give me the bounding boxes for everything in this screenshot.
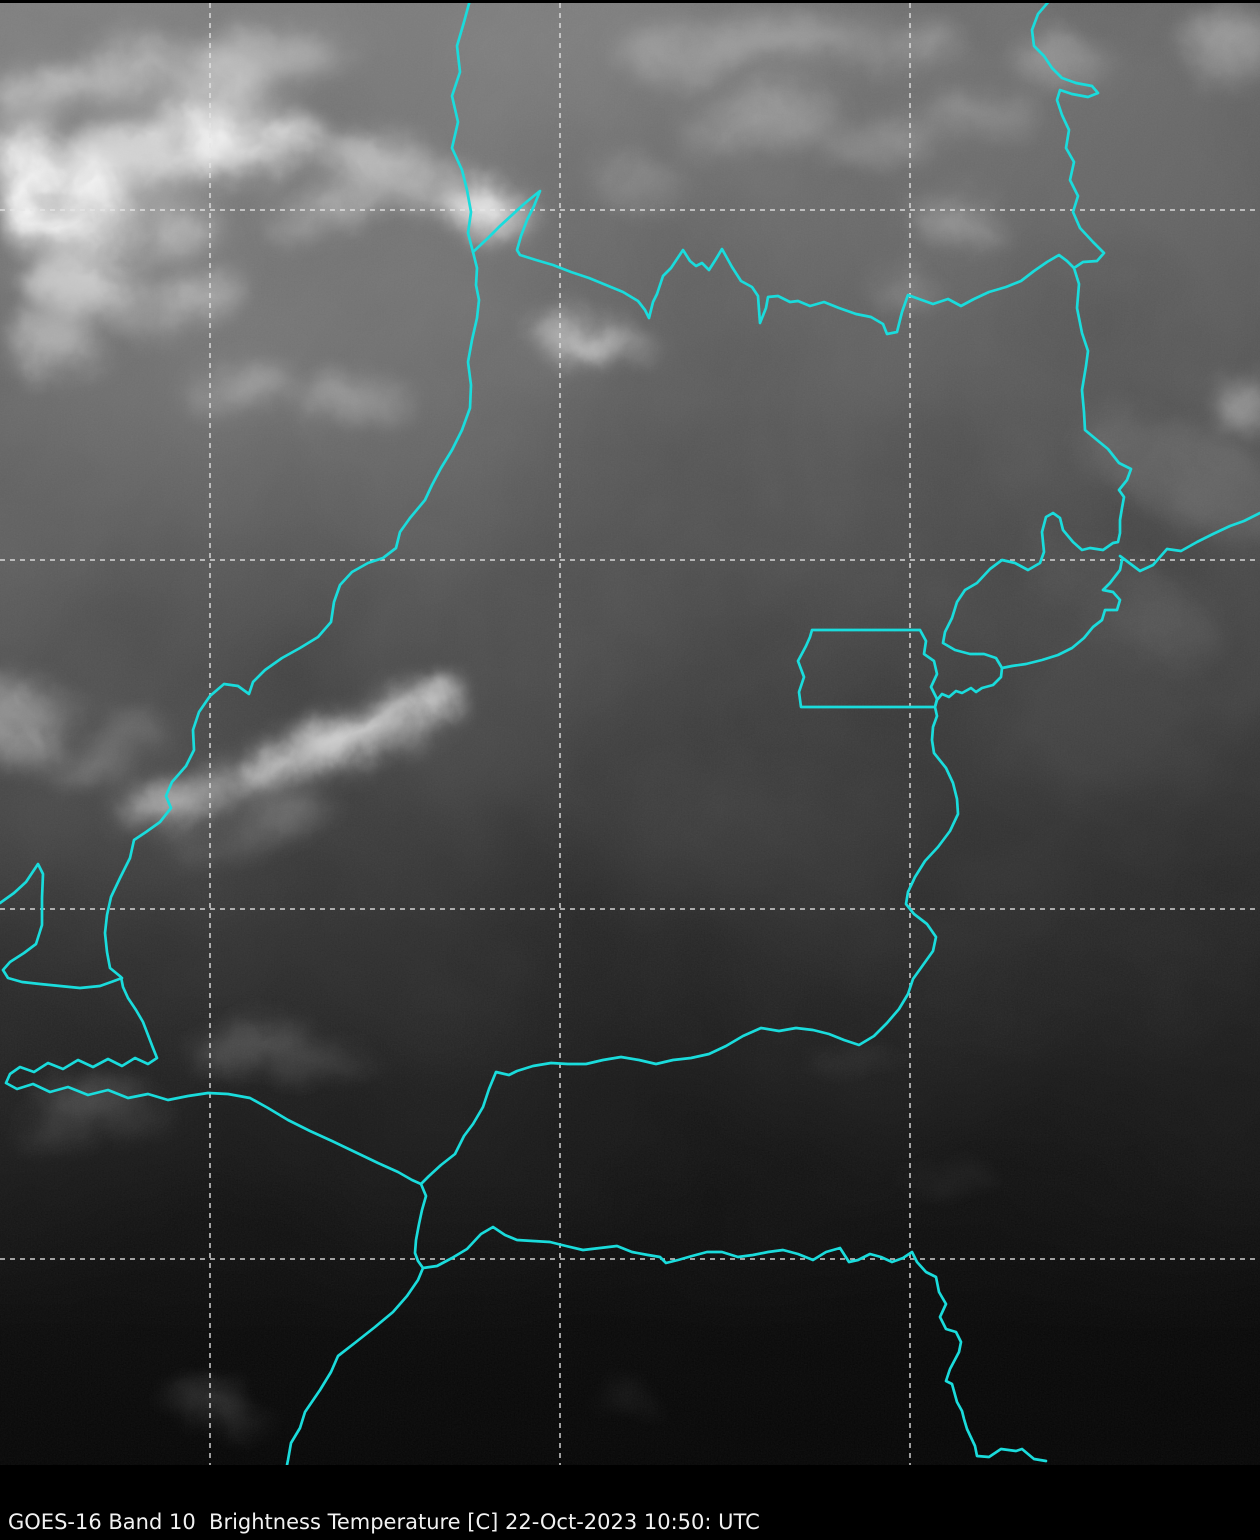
boundary-river-east [421, 1225, 1048, 1463]
boundary-south-river [285, 1182, 428, 1465]
latlon-grid [0, 3, 1260, 1465]
caption-bar: GOES-16 Band 10 Brightness Temperature [… [0, 1465, 1260, 1540]
boundary-west [4, 0, 481, 1186]
satellite-image [0, 0, 1260, 1465]
boundary-north [471, 189, 1076, 336]
boundary-southwest-spur [0, 862, 124, 990]
top-border-strip [0, 0, 1260, 3]
boundary-distrito-federal [796, 628, 939, 709]
boundary-east-branch [1118, 511, 1260, 573]
boundary-east-pocket [1000, 558, 1124, 670]
boundary-east [419, 0, 1133, 1186]
caption-text: GOES-16 Band 10 Brightness Temperature [… [8, 1509, 760, 1534]
ir-grain-texture [0, 0, 1260, 1465]
state-boundaries [0, 0, 1260, 1465]
satellite-map [0, 0, 1260, 1465]
